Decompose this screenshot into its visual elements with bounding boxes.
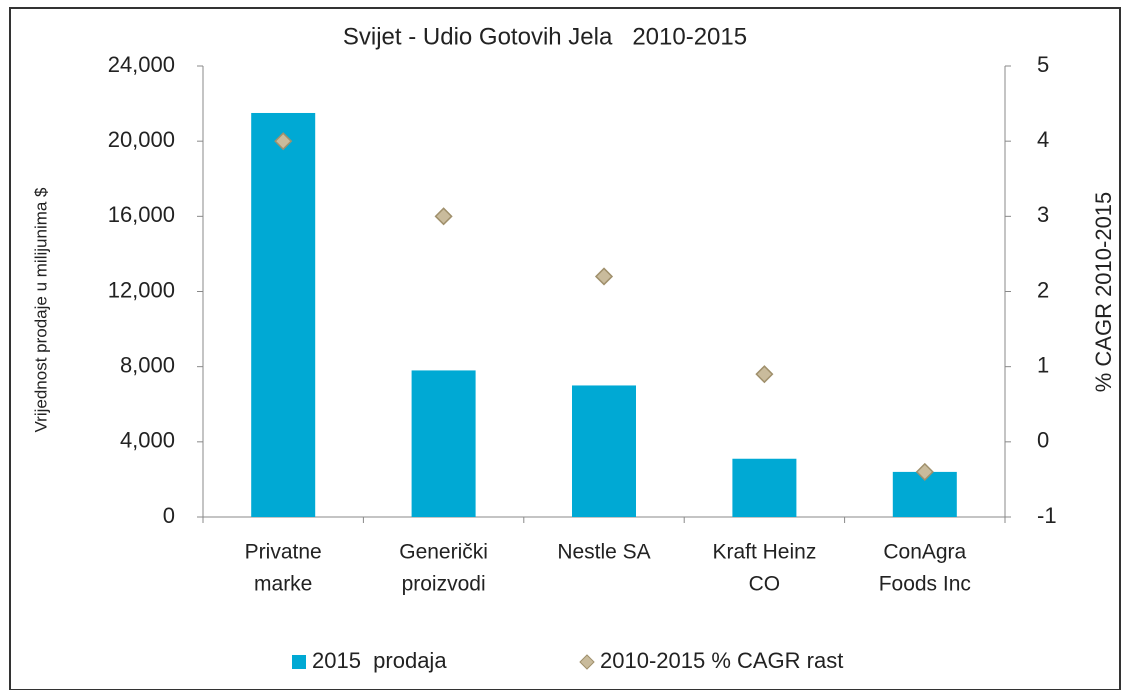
x-tick-label: ConAgra <box>883 541 966 564</box>
y-tick-label: 8,000 <box>120 352 175 377</box>
legend-swatch <box>292 655 306 669</box>
y2-axis-label: % CAGR 2010-2015 <box>1091 192 1116 393</box>
x-tick-label: Generički <box>399 541 488 564</box>
frame <box>9 7 1121 690</box>
bar <box>411 370 476 517</box>
x-tick-label: Privatne <box>245 541 322 564</box>
chart-title: Svijet - Udio Gotovih Jela 2010-2015 <box>343 23 747 50</box>
diamond-marker <box>434 207 453 226</box>
diamond-marker <box>274 132 293 151</box>
x-tick-label: CO <box>749 573 781 596</box>
bar <box>251 112 316 518</box>
y2-tick-label: 4 <box>1037 127 1049 152</box>
x-tick-label: Kraft Heinz <box>712 541 816 564</box>
y-tick-label: 0 <box>163 503 175 528</box>
legend-label: 2010-2015 % CAGR rast <box>600 648 843 673</box>
x-tick-label: Nestle SA <box>557 541 650 564</box>
y2-tick-label: 1 <box>1037 352 1049 377</box>
bar <box>572 385 636 517</box>
bar <box>732 458 797 517</box>
y2-tick-label: -1 <box>1037 503 1057 528</box>
x-tick-label: proizvodi <box>402 573 486 596</box>
y-axis-label: Vrijednost prodaje u milijunima $ <box>31 187 50 433</box>
diamond-marker <box>594 267 614 286</box>
diamond-marker <box>915 462 934 481</box>
y2-tick-label: 2 <box>1037 277 1049 302</box>
y2-tick-label: 5 <box>1037 52 1049 77</box>
y-tick-label: 24,000 <box>108 52 175 77</box>
x-tick-label: Foods Inc <box>879 573 971 596</box>
x-tick-label: marke <box>254 573 312 596</box>
y-tick-label: 16,000 <box>108 202 175 227</box>
legend-label: 2015 prodaja <box>312 648 447 673</box>
diamond-marker <box>755 365 774 384</box>
y2-tick-label: 0 <box>1037 428 1049 453</box>
legend-swatch <box>579 654 595 670</box>
y2-tick-label: 3 <box>1037 202 1049 227</box>
y-tick-label: 20,000 <box>108 127 175 152</box>
y-tick-label: 4,000 <box>120 428 175 453</box>
y-tick-label: 12,000 <box>108 277 175 302</box>
